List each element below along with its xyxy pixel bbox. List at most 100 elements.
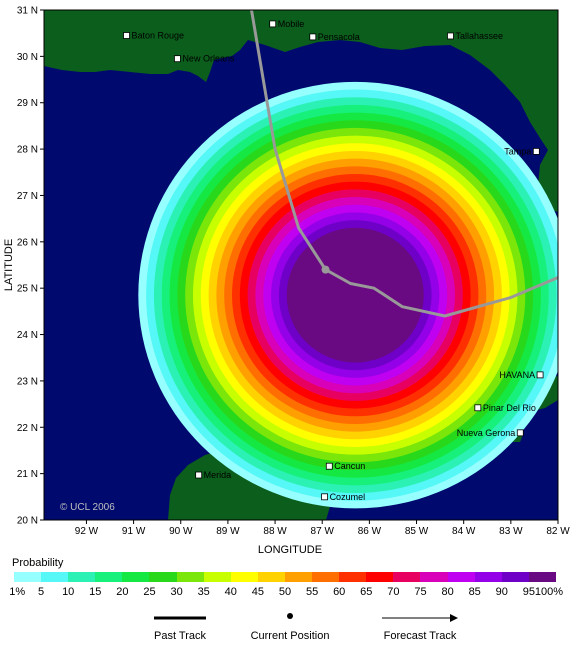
- lat-tick-label: 20 N: [17, 516, 38, 527]
- latitude-ticks: 31 N 30 N 29 N 28 N 27 N 26 N 25 N 24 N 23 N 22 N…: [17, 6, 44, 527]
- legend-swatch-5: [41, 572, 69, 582]
- lon-tick-label: 83 W: [499, 526, 523, 537]
- city-marker: [536, 371, 544, 379]
- city-marker: [447, 32, 454, 40]
- legend-label: 30: [170, 586, 183, 598]
- legend-label: 100%: [534, 586, 564, 598]
- city-label: Merida: [204, 470, 232, 480]
- legend-label: 25: [143, 586, 156, 598]
- legend-swatch-50: [284, 572, 313, 582]
- city-label: Cancun: [334, 461, 365, 471]
- legend-swatch-65: [366, 572, 394, 582]
- probability-field: [138, 81, 558, 509]
- legend-label: 60: [333, 586, 346, 598]
- lon-tick-label: 86 W: [358, 526, 382, 537]
- city-marker: [321, 493, 328, 501]
- lon-tick-label: 87 W: [311, 526, 335, 537]
- legend-label: 90: [495, 586, 508, 598]
- legend-title: Probability: [12, 557, 64, 569]
- longitude-ticks: 92 W 91 W 90 W 89 W 88 W 87 W 86 W 85 W 84 W 83 W…: [75, 520, 570, 537]
- legend-swatch-55: [312, 572, 340, 582]
- legend-swatch-35: [203, 572, 231, 582]
- legend-label: 45: [251, 586, 265, 598]
- lon-tick-label: 84 W: [452, 526, 476, 537]
- legend-label: 40: [224, 586, 237, 598]
- legend-swatch-15: [95, 572, 123, 582]
- legend-label: 95: [522, 586, 536, 598]
- city-marker: [123, 32, 130, 39]
- legend-label: 20: [116, 586, 129, 598]
- lon-tick-label: 88 W: [263, 526, 287, 537]
- legend-swatch-75: [420, 572, 448, 582]
- legend-swatch-10: [68, 572, 96, 582]
- city-marker: [309, 33, 317, 41]
- city-label: New Orleans: [182, 54, 235, 64]
- legend-label: 35: [197, 586, 210, 598]
- legend-swatch-85: [474, 572, 502, 582]
- forecast-track-label: Forecast Track: [383, 630, 457, 642]
- land-us-gulf-coast: [44, 10, 558, 150]
- land-florida: [538, 150, 558, 212]
- city-marker: [174, 55, 181, 63]
- legend-swatch-1: [14, 572, 42, 582]
- lat-tick-label: 21 N: [17, 469, 38, 480]
- city-marker: [325, 462, 333, 470]
- lat-tick-label: 23 N: [17, 376, 38, 387]
- lon-tick-label: 89 W: [216, 526, 240, 537]
- lat-tick-label: 22 N: [17, 423, 38, 434]
- legend-label: 5: [38, 586, 45, 598]
- copyright-credit: © UCL 2006: [60, 502, 115, 513]
- lon-tick-label: 91 W: [122, 526, 146, 537]
- lon-tick-label: 85 W: [405, 526, 429, 537]
- hurricane-probability-map: Baton Rouge Mobile Pensacola Tallahassee New…: [3, 6, 570, 556]
- probability-color-scale: [14, 572, 556, 582]
- legend-label: 55: [305, 586, 319, 598]
- past-track-label: Past Track: [154, 630, 206, 642]
- city-label: Tallahassee: [455, 31, 503, 41]
- city-label: Nueva Gerona: [457, 428, 516, 438]
- legend-label: 10: [62, 586, 75, 598]
- lon-tick-label: 82 W: [546, 526, 570, 537]
- legend-swatch-60: [339, 572, 367, 582]
- legend-label: 80: [441, 586, 454, 598]
- lat-tick-label: 28 N: [17, 145, 38, 156]
- current-position-key: Current Position: [250, 612, 330, 648]
- city-marker: [474, 404, 482, 412]
- probability-ring-95: [286, 227, 424, 363]
- legend-swatch-80: [447, 572, 475, 582]
- x-axis-label: LONGITUDE: [258, 544, 322, 555]
- plot-frame: [43, 9, 559, 521]
- legend-swatch-95: [528, 572, 556, 582]
- legend-label: 50: [278, 586, 292, 598]
- city-label: Pinar Del Rio: [483, 403, 536, 413]
- city-markers: Baton Rouge Mobile Pensacola Tallahassee New…: [123, 19, 544, 502]
- lon-tick-label: 92 W: [75, 526, 99, 537]
- legend-label: 15: [89, 586, 102, 598]
- past-track-key: Past Track: [150, 612, 210, 648]
- city-label: HAVANA: [499, 370, 535, 380]
- legend-label: 75: [414, 586, 427, 598]
- city-marker: [195, 471, 203, 479]
- lat-tick-label: 26 N: [17, 237, 38, 248]
- lat-tick-label: 31 N: [17, 6, 38, 17]
- legend-swatch-90: [501, 572, 529, 582]
- city-label: Pensacola: [318, 32, 360, 42]
- legend-label: 70: [387, 586, 400, 598]
- forecast-track-key: Forecast Track: [380, 612, 460, 648]
- legend-swatch-40: [230, 572, 258, 582]
- city-marker: [516, 429, 524, 437]
- probability-scale-labels: 1% 5 10 15 20 25 30 35 40 45 50 55 60 65 70 75 80 85 90 95 1…: [0, 586, 580, 600]
- lon-tick-label: 90 W: [169, 526, 193, 537]
- legend-label: 85: [468, 586, 481, 598]
- legend-swatch-30: [176, 572, 204, 582]
- current-position-marker: [321, 265, 330, 274]
- lat-tick-label: 24 N: [17, 330, 38, 341]
- lat-tick-label: 29 N: [17, 98, 38, 109]
- lat-tick-label: 25 N: [17, 284, 38, 295]
- lat-tick-label: 27 N: [17, 191, 38, 202]
- legend-label: 65: [360, 586, 373, 598]
- city-label: Baton Rouge: [132, 31, 185, 41]
- city-marker: [532, 148, 540, 155]
- city-label: Tampa: [504, 146, 531, 156]
- storm-track: [250, 10, 558, 318]
